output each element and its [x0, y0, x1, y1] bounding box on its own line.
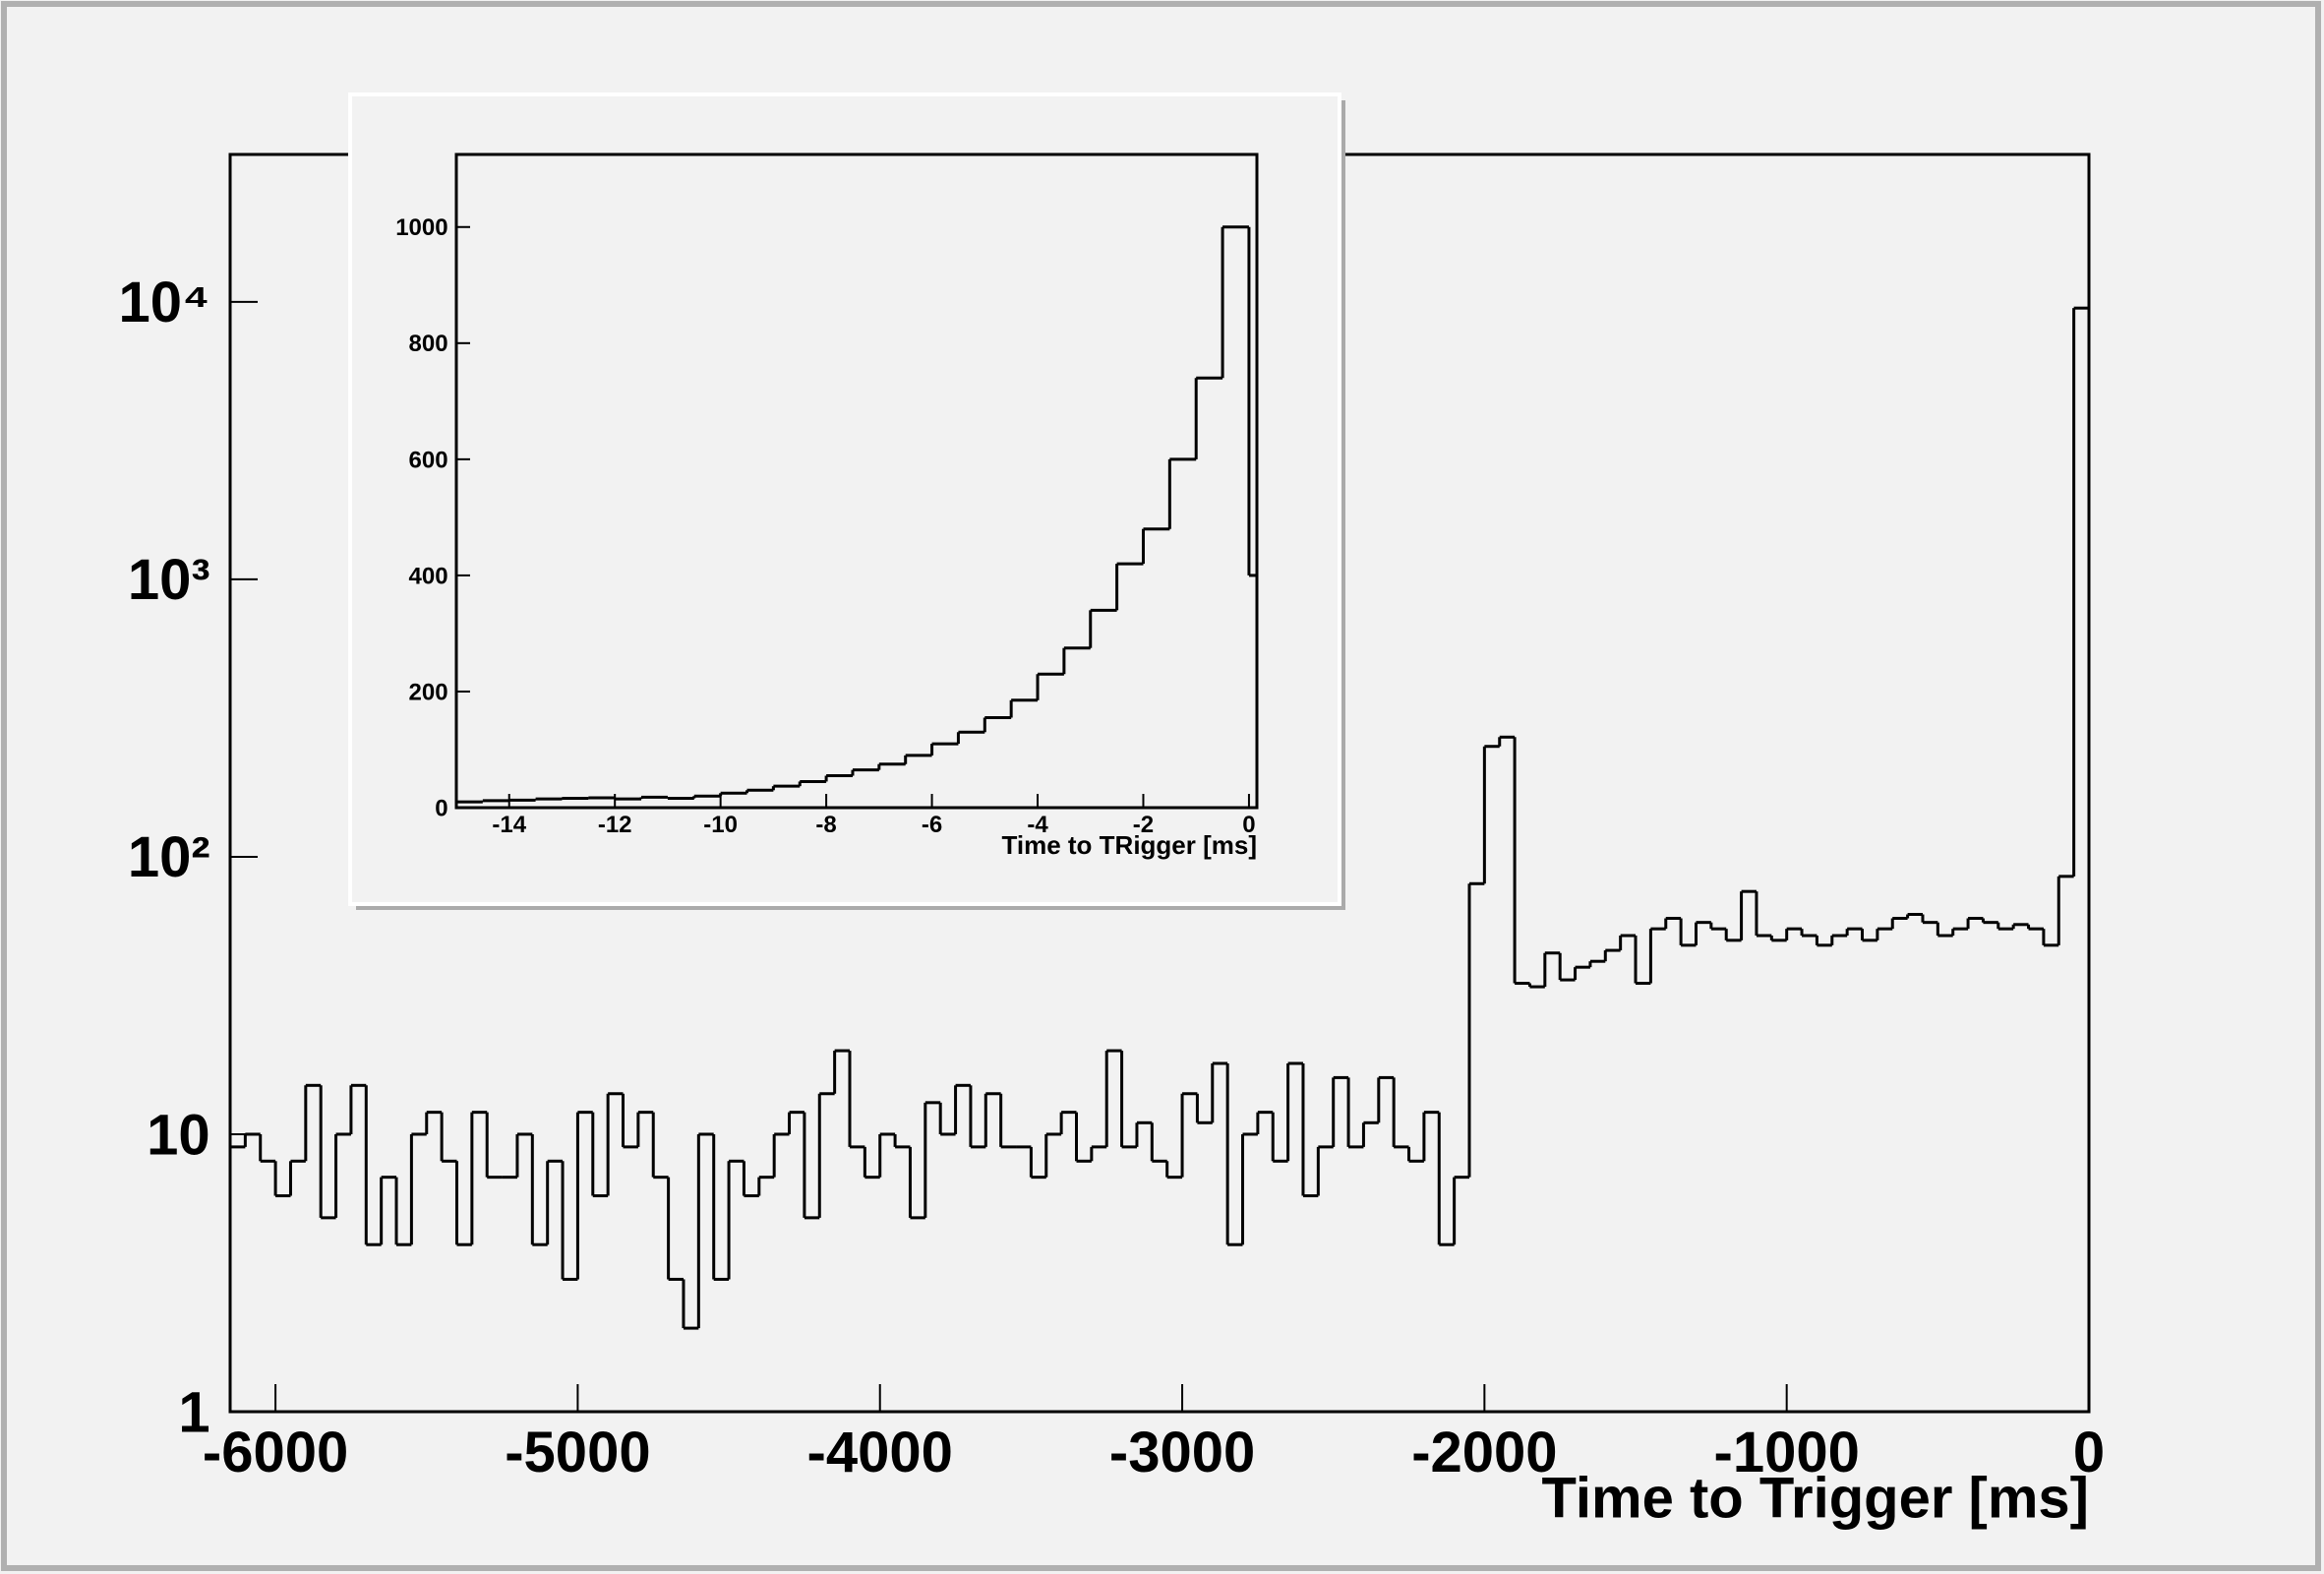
- x-axis-label: Time to TRigger [ms]: [1001, 830, 1257, 860]
- x-tick-label: -4000: [807, 1421, 953, 1484]
- y-tick-label: 0: [435, 795, 447, 821]
- x-tick-label: -8: [815, 812, 836, 838]
- x-tick-label: -2000: [1411, 1421, 1557, 1484]
- x-tick-label: -6000: [203, 1421, 348, 1484]
- x-tick-label: 0: [2073, 1421, 2105, 1484]
- y-tick-label: 1000: [395, 214, 447, 241]
- y-tick-label: 10²: [128, 825, 210, 889]
- x-tick-label: -5000: [505, 1421, 650, 1484]
- x-tick-label: -2: [1133, 812, 1154, 838]
- y-tick-label: 200: [409, 679, 448, 705]
- inset-pad: [348, 92, 1341, 906]
- x-tick-label: -6: [922, 812, 942, 838]
- x-tick-label: -4: [1027, 812, 1048, 838]
- y-tick-label: 10³: [128, 548, 210, 612]
- y-tick-label: 800: [409, 331, 448, 357]
- y-tick-label: 10⁴: [118, 271, 209, 334]
- x-axis-label: Time to Trigger [ms]: [1542, 1466, 2089, 1530]
- y-tick-label: 600: [409, 447, 448, 473]
- x-tick-label: -10: [703, 812, 738, 838]
- y-tick-label: 1: [178, 1380, 209, 1444]
- inset-frame: [454, 152, 1259, 810]
- x-tick-label: -3000: [1109, 1421, 1255, 1484]
- x-tick-label: -1000: [1714, 1421, 1860, 1484]
- y-tick-label: 10: [147, 1103, 210, 1167]
- x-tick-label: 0: [1242, 812, 1255, 838]
- y-tick-label: 400: [409, 563, 448, 589]
- x-tick-label: -14: [492, 812, 526, 838]
- x-tick-label: -12: [598, 812, 632, 838]
